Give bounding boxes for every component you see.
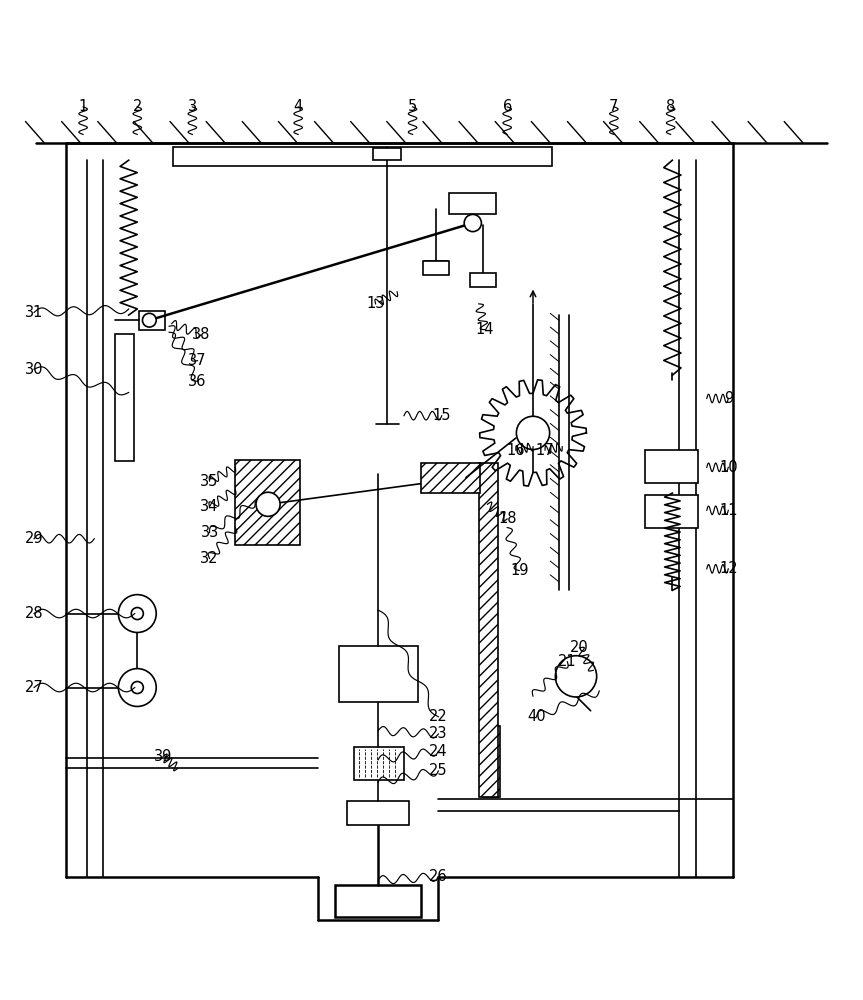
Text: 25: 25 <box>429 763 448 778</box>
Text: 8: 8 <box>666 99 675 114</box>
Text: 33: 33 <box>200 525 218 540</box>
Text: 15: 15 <box>432 408 451 423</box>
Text: 36: 36 <box>188 374 207 389</box>
Text: 28: 28 <box>25 606 43 621</box>
Text: 7: 7 <box>609 99 619 114</box>
Text: 37: 37 <box>188 353 207 368</box>
Text: 10: 10 <box>719 460 738 475</box>
Text: 38: 38 <box>192 327 211 342</box>
Text: 29: 29 <box>25 531 43 546</box>
Bar <box>236 460 299 545</box>
Text: 27: 27 <box>25 680 43 695</box>
Bar <box>449 193 496 214</box>
Text: 13: 13 <box>367 296 385 311</box>
Text: 23: 23 <box>429 726 448 741</box>
Bar <box>335 885 421 917</box>
Text: 20: 20 <box>570 640 589 655</box>
Bar <box>115 334 134 461</box>
Circle shape <box>256 492 280 516</box>
Bar <box>470 273 496 287</box>
Text: 26: 26 <box>429 869 448 884</box>
Circle shape <box>142 313 156 327</box>
Circle shape <box>556 656 596 697</box>
Text: 2: 2 <box>133 99 142 114</box>
Text: 4: 4 <box>293 99 303 114</box>
Text: 32: 32 <box>200 551 219 566</box>
Text: 16: 16 <box>507 443 525 458</box>
Text: 11: 11 <box>719 503 738 518</box>
Text: 3: 3 <box>188 99 197 114</box>
Bar <box>645 450 698 483</box>
Text: 22: 22 <box>429 709 448 724</box>
Text: 40: 40 <box>527 709 545 724</box>
Circle shape <box>464 214 482 232</box>
Circle shape <box>131 608 143 620</box>
Text: 12: 12 <box>719 561 738 576</box>
Text: 19: 19 <box>510 563 528 578</box>
Bar <box>347 801 409 825</box>
Circle shape <box>118 595 156 632</box>
Bar <box>173 147 552 166</box>
Text: 34: 34 <box>200 499 218 514</box>
Text: 6: 6 <box>502 99 512 114</box>
Text: 24: 24 <box>429 744 448 759</box>
Text: 31: 31 <box>25 305 43 320</box>
Circle shape <box>131 682 143 694</box>
Text: 1: 1 <box>79 99 88 114</box>
Bar <box>354 747 404 780</box>
Text: 39: 39 <box>154 749 173 764</box>
Bar <box>483 726 501 797</box>
Bar <box>338 646 418 702</box>
Bar <box>479 463 498 797</box>
Bar <box>373 148 400 160</box>
Text: 30: 30 <box>25 362 43 377</box>
Bar <box>645 495 698 528</box>
Text: 9: 9 <box>724 391 733 406</box>
Text: 35: 35 <box>200 474 218 489</box>
Bar <box>421 463 480 493</box>
Circle shape <box>118 669 156 706</box>
Text: 14: 14 <box>476 322 494 337</box>
Text: 5: 5 <box>408 99 417 114</box>
Circle shape <box>516 416 550 450</box>
Text: 18: 18 <box>498 511 516 526</box>
Bar <box>423 261 449 275</box>
Bar <box>139 311 165 330</box>
Text: 17: 17 <box>536 443 554 458</box>
Text: 21: 21 <box>558 654 576 669</box>
